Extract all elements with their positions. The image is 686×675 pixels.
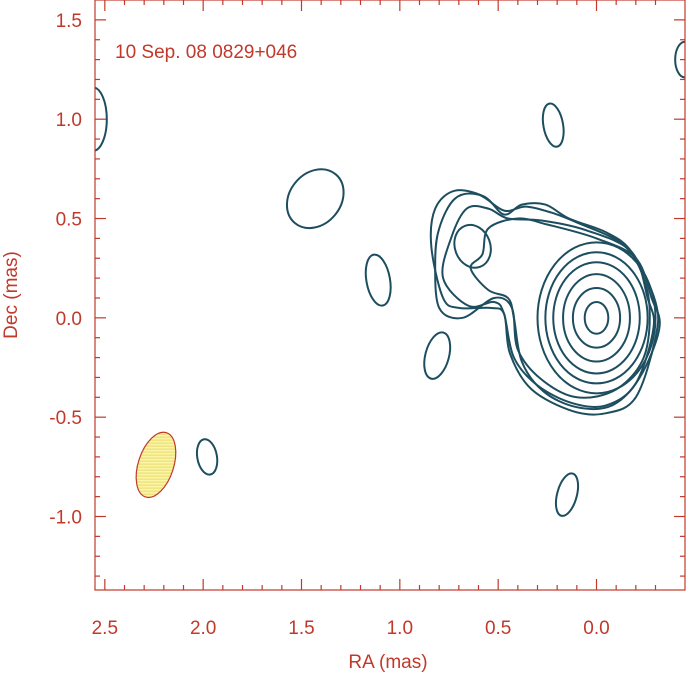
x-axis-label: RA (mas)	[348, 652, 427, 673]
island-contour	[285, 168, 345, 230]
jet-contour	[469, 217, 661, 410]
island-contour	[541, 102, 565, 148]
plot-title: 10 Sep. 08 0829+046	[115, 42, 297, 63]
core-contour	[536, 241, 657, 395]
x-tick-label: 1.0	[387, 618, 413, 639]
island-contour	[453, 223, 492, 269]
y-axis-label: Dec (mas)	[1, 251, 22, 339]
core-contour	[583, 300, 610, 335]
beam-marker	[128, 427, 184, 501]
y-tick-label: 1.0	[56, 110, 82, 131]
y-tick-label: 0.5	[56, 210, 82, 231]
contour-layer	[95, 40, 685, 517]
beam-outline	[135, 431, 177, 499]
jet-contour	[429, 189, 660, 416]
x-tick-label: 1.5	[288, 618, 314, 639]
island-contour	[423, 331, 452, 380]
beam-fill	[136, 432, 176, 498]
x-tick-label: 2.5	[92, 618, 118, 639]
jet-contour	[441, 204, 655, 408]
beam-hatching	[128, 427, 184, 501]
island-contour	[195, 438, 219, 476]
plot-frame	[94, 0, 686, 591]
y-tick-label: 0.0	[56, 309, 82, 330]
island-contour	[554, 472, 580, 517]
y-tick-label: -0.5	[49, 408, 82, 429]
y-tick-label: 1.5	[56, 11, 82, 32]
core-contour	[562, 273, 631, 363]
island-contour	[95, 86, 108, 152]
island-contour	[364, 253, 392, 307]
island-contour	[674, 40, 685, 79]
y-tick-label: -1.0	[49, 507, 82, 528]
x-tick-label: 0.5	[485, 618, 511, 639]
x-tick-label: 0.0	[583, 618, 609, 639]
core-contour	[544, 251, 649, 385]
x-tick-label: 2.0	[190, 618, 216, 639]
axis-ticks	[95, 0, 685, 590]
core-contour	[571, 287, 622, 349]
core-contour	[552, 261, 641, 375]
